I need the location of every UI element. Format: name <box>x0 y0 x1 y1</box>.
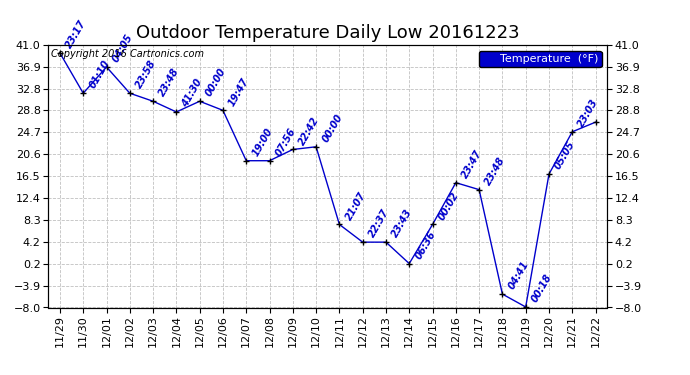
Text: 00:18: 00:18 <box>530 273 554 304</box>
Text: 00:00: 00:00 <box>204 67 228 99</box>
Legend: Temperature  (°F): Temperature (°F) <box>479 51 602 67</box>
Text: 04:41: 04:41 <box>506 260 531 291</box>
Text: 23:47: 23:47 <box>460 148 484 180</box>
Text: 23:48: 23:48 <box>157 67 181 99</box>
Text: 41:30: 41:30 <box>181 78 205 109</box>
Text: 07:56: 07:56 <box>274 126 298 158</box>
Text: 06:36: 06:36 <box>413 229 437 261</box>
Title: Outdoor Temperature Daily Low 20161223: Outdoor Temperature Daily Low 20161223 <box>136 24 520 42</box>
Text: 00:02: 00:02 <box>437 190 461 222</box>
Text: 23:58: 23:58 <box>134 59 158 90</box>
Text: Copyright 2016 Cartronics.com: Copyright 2016 Cartronics.com <box>51 49 204 59</box>
Text: 21:07: 21:07 <box>344 190 368 222</box>
Text: 05:05: 05:05 <box>553 140 578 171</box>
Text: 22:42: 22:42 <box>297 115 321 147</box>
Text: 01:10: 01:10 <box>88 59 112 90</box>
Text: 00:00: 00:00 <box>320 112 344 144</box>
Text: 23:43: 23:43 <box>390 208 414 239</box>
Text: 19:47: 19:47 <box>227 76 251 108</box>
Text: 04:05: 04:05 <box>110 33 135 64</box>
Text: 23:17: 23:17 <box>64 18 88 50</box>
Text: 23:48: 23:48 <box>483 155 507 187</box>
Text: 19:00: 19:00 <box>250 126 275 158</box>
Text: 22:37: 22:37 <box>367 208 391 239</box>
Text: 23:03: 23:03 <box>576 97 600 129</box>
